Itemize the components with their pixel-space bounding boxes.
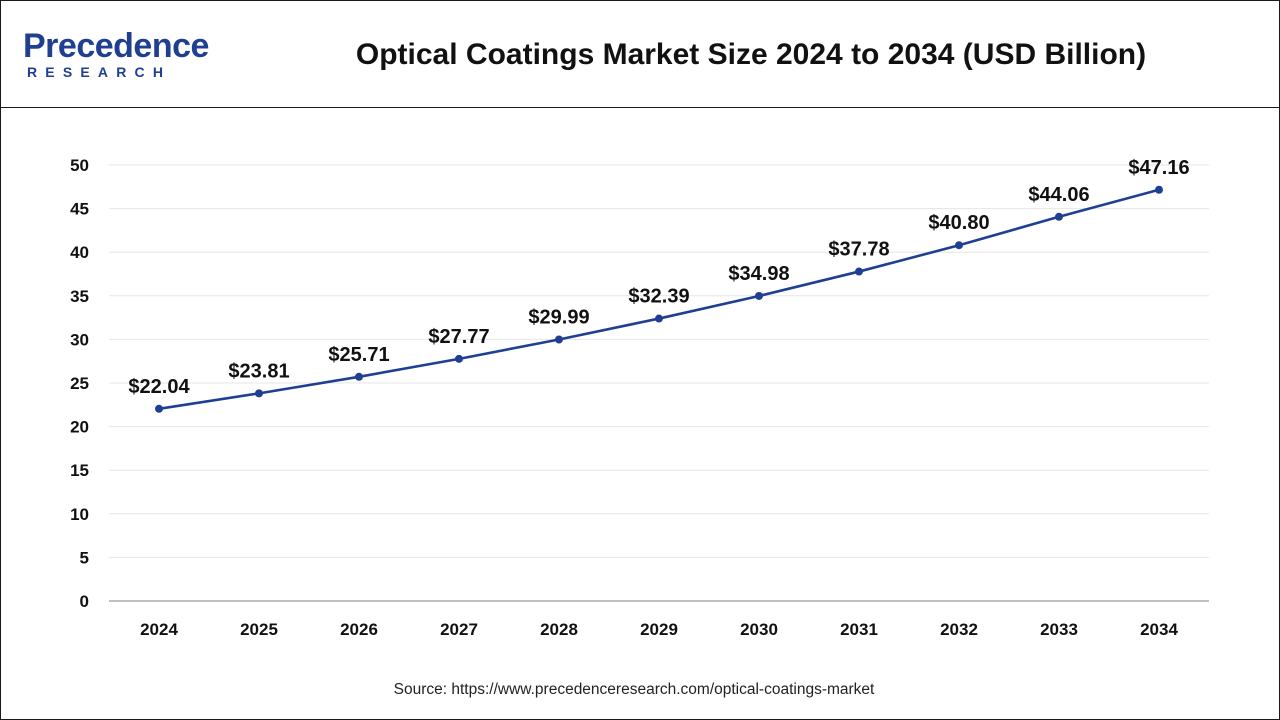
- data-point: [855, 267, 863, 276]
- data-label: $47.16: [1128, 157, 1189, 179]
- data-point: [155, 404, 163, 413]
- x-tick-label: 2026: [340, 620, 378, 639]
- data-label: $29.99: [528, 306, 589, 328]
- data-point: [1155, 185, 1163, 194]
- data-label: $23.81: [228, 360, 289, 382]
- data-label: $34.98: [728, 263, 789, 285]
- data-point: [555, 335, 563, 344]
- y-tick-label: 45: [70, 200, 89, 219]
- y-tick-label: 30: [70, 330, 89, 349]
- y-tick-label: 5: [80, 548, 89, 567]
- x-tick-label: 2032: [940, 620, 978, 639]
- data-label: $44.06: [1028, 184, 1089, 206]
- x-tick-label: 2028: [540, 620, 578, 639]
- data-label: $27.77: [428, 326, 489, 348]
- x-tick-label: 2033: [1040, 620, 1078, 639]
- y-tick-label: 35: [70, 287, 89, 306]
- data-point: [1055, 212, 1063, 221]
- y-tick-label: 15: [70, 461, 89, 480]
- y-tick-label: 0: [80, 592, 89, 611]
- data-label: $22.04: [128, 376, 190, 398]
- y-tick-label: 25: [70, 374, 89, 393]
- y-tick-label: 20: [70, 418, 89, 437]
- x-tick-label: 2027: [440, 620, 478, 639]
- x-tick-label: 2030: [740, 620, 778, 639]
- data-point: [655, 314, 663, 323]
- data-point: [455, 354, 463, 363]
- data-label: $40.80: [928, 212, 989, 234]
- logo-name-bottom: RESEARCH: [27, 64, 172, 80]
- data-point: [355, 372, 363, 381]
- source-note: Source: https://www.precedenceresearch.c…: [393, 681, 875, 698]
- data-label: $32.39: [628, 286, 689, 308]
- logo-name-top: Precedence: [23, 27, 209, 65]
- y-tick-label: 10: [70, 505, 89, 524]
- y-tick-label: 40: [70, 243, 89, 262]
- data-point: [255, 389, 263, 398]
- y-tick-label: 50: [70, 156, 89, 175]
- x-tick-label: 2029: [640, 620, 678, 639]
- header: Precedence RESEARCH Optical Coatings Mar…: [1, 1, 1279, 108]
- x-tick-label: 2025: [240, 620, 278, 639]
- data-point: [955, 241, 963, 250]
- x-tick-label: 2034: [1140, 620, 1178, 639]
- x-tick-label: 2024: [140, 620, 178, 639]
- data-label: $37.78: [828, 239, 889, 261]
- x-tick-label: 2031: [840, 620, 878, 639]
- chart-title: Optical Coatings Market Size 2024 to 203…: [355, 38, 1147, 71]
- data-label: $25.71: [328, 344, 389, 366]
- precedence-research-logo: Precedence RESEARCH: [23, 29, 223, 89]
- data-point: [755, 291, 763, 300]
